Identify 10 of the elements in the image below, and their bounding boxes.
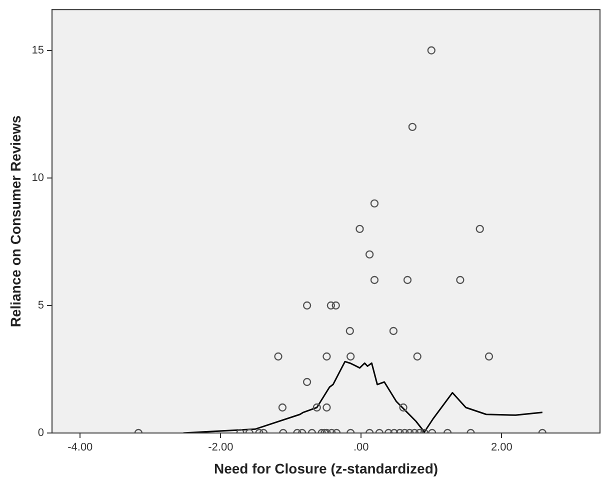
- x-tick-label: -4.00: [68, 442, 93, 454]
- y-tick-label: 15: [32, 44, 44, 56]
- y-axis-title: Reliance on Consumer Reviews: [7, 115, 24, 328]
- y-tick-label: 0: [38, 427, 44, 440]
- x-tick-label: .00: [353, 442, 369, 454]
- x-tick-label: 2.00: [490, 442, 512, 454]
- x-tick-label: -2.00: [208, 442, 234, 454]
- y-tick-label: 10: [32, 172, 44, 184]
- x-axis-title: Need for Closure (z-standardized): [214, 460, 438, 476]
- y-tick-label: 5: [38, 300, 44, 312]
